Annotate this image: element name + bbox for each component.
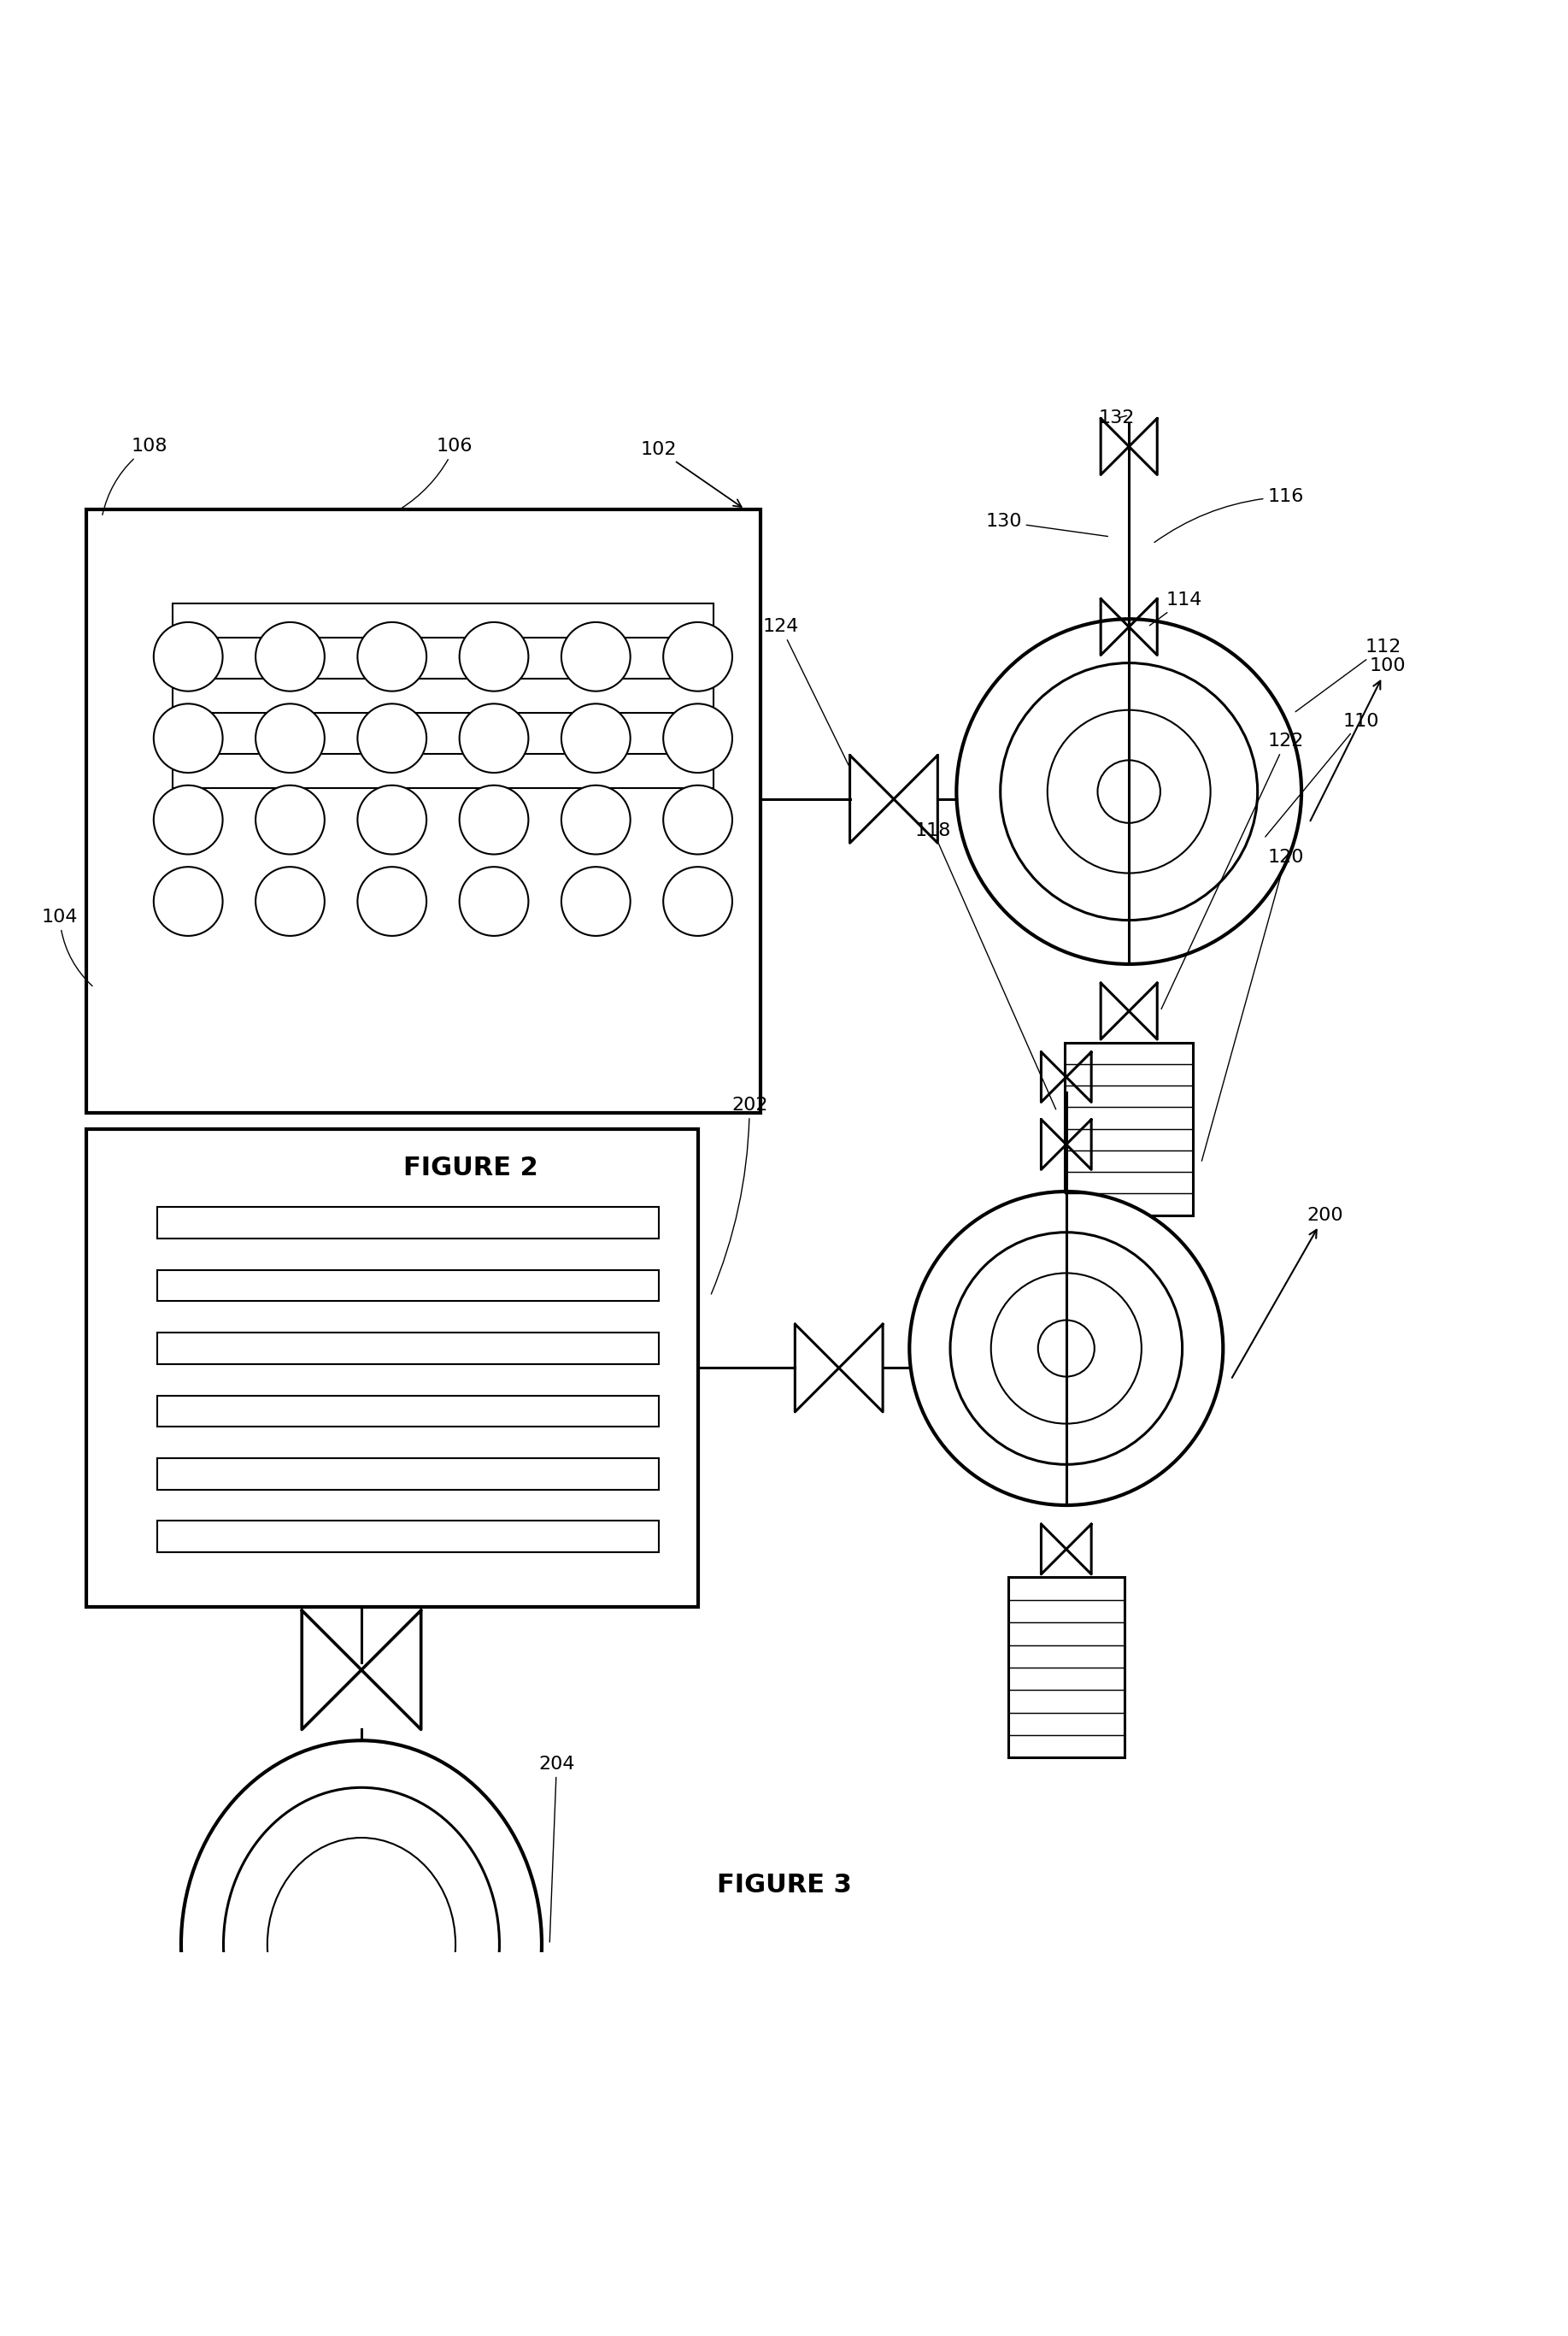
Text: FIGURE 3: FIGURE 3 [717, 1873, 851, 1897]
Circle shape [561, 867, 630, 937]
Circle shape [950, 1233, 1182, 1465]
Bar [172, 603, 713, 638]
Bar [157, 1521, 659, 1551]
Circle shape [154, 703, 223, 773]
Circle shape [459, 867, 528, 937]
Circle shape [561, 703, 630, 773]
Text: 110: 110 [1265, 712, 1380, 836]
Text: 108: 108 [102, 437, 168, 514]
Circle shape [663, 621, 732, 691]
Text: 112: 112 [1295, 638, 1402, 712]
Text: 114: 114 [1149, 591, 1203, 626]
Circle shape [1047, 710, 1210, 874]
Bar [157, 1208, 659, 1238]
Circle shape [561, 621, 630, 691]
Circle shape [956, 619, 1301, 965]
Circle shape [256, 703, 325, 773]
Ellipse shape [224, 1787, 499, 2100]
Text: 202: 202 [712, 1096, 768, 1294]
Text: 102: 102 [640, 442, 742, 507]
Text: FIGURE 2: FIGURE 2 [403, 1156, 538, 1180]
Circle shape [561, 785, 630, 855]
Circle shape [663, 703, 732, 773]
Circle shape [154, 867, 223, 937]
Circle shape [459, 785, 528, 855]
Bar [86, 509, 760, 1114]
Circle shape [1038, 1320, 1094, 1376]
Bar [157, 1395, 659, 1427]
Circle shape [154, 785, 223, 855]
Circle shape [1000, 663, 1258, 920]
Circle shape [256, 621, 325, 691]
Circle shape [154, 621, 223, 691]
Circle shape [256, 785, 325, 855]
Bar [157, 1332, 659, 1364]
Circle shape [358, 785, 426, 855]
Bar [86, 1128, 698, 1607]
Circle shape [991, 1273, 1142, 1423]
Text: 122: 122 [1162, 734, 1305, 1009]
Bar [172, 755, 713, 790]
Text: 116: 116 [1154, 488, 1305, 542]
Circle shape [663, 867, 732, 937]
Text: 204: 204 [538, 1754, 575, 1941]
Circle shape [663, 785, 732, 855]
Text: 104: 104 [41, 909, 93, 986]
Circle shape [358, 621, 426, 691]
Text: 132: 132 [1098, 409, 1135, 427]
Text: 200: 200 [1232, 1205, 1344, 1378]
Circle shape [459, 621, 528, 691]
Bar [157, 1458, 659, 1490]
Bar [1065, 1042, 1193, 1215]
Circle shape [459, 703, 528, 773]
Circle shape [909, 1191, 1223, 1504]
Text: 106: 106 [401, 437, 474, 507]
Circle shape [358, 867, 426, 937]
Text: 118: 118 [914, 822, 1055, 1110]
Circle shape [256, 867, 325, 937]
Ellipse shape [182, 1740, 543, 2149]
Bar [1008, 1577, 1124, 1757]
Text: 100: 100 [1311, 656, 1406, 820]
Circle shape [358, 703, 426, 773]
Ellipse shape [267, 1838, 456, 2051]
Text: 130: 130 [985, 514, 1109, 537]
Text: 120: 120 [1201, 848, 1305, 1161]
Circle shape [1098, 759, 1160, 822]
Bar [157, 1271, 659, 1301]
Bar [172, 680, 713, 712]
Text: 124: 124 [762, 619, 848, 766]
